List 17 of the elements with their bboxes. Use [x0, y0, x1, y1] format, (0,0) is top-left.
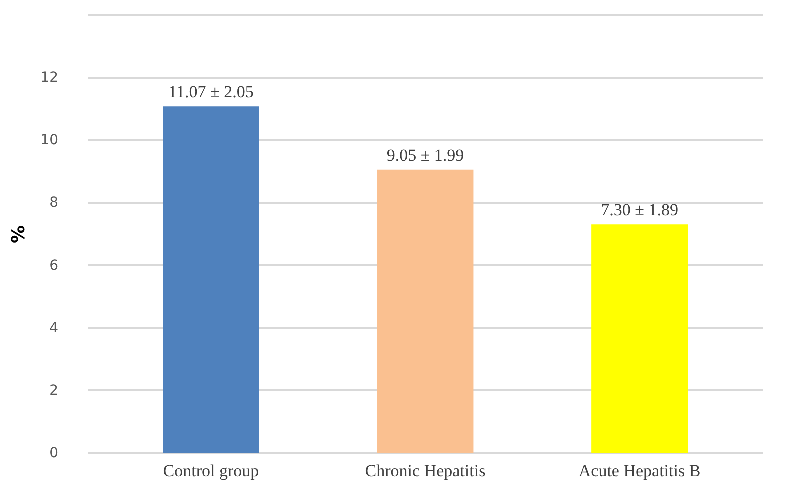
data-label: 7.30 ± 1.89	[601, 200, 678, 220]
y-tick-label: 2	[50, 382, 58, 399]
y-tick-label: 12	[40, 70, 58, 86]
x-tick-label: Acute Hepatitis B	[578, 462, 701, 480]
x-tick-label: Control group	[163, 462, 260, 480]
data-label: 11.07 ± 2.05	[168, 82, 254, 102]
y-tick-label: 6	[50, 258, 59, 274]
bar	[163, 106, 260, 453]
y-tick-label: 4	[50, 320, 59, 336]
y-tick-label: 10	[40, 132, 58, 149]
x-tick-label: Chronic Hepatitis	[365, 462, 486, 480]
y-tick-label: 8	[50, 195, 58, 212]
bar	[592, 224, 688, 453]
data-label: 9.05 ± 1.99	[386, 146, 464, 165]
y-tick-label: 0	[50, 446, 58, 462]
bar	[377, 170, 474, 453]
y-axis-title: %	[8, 225, 30, 244]
